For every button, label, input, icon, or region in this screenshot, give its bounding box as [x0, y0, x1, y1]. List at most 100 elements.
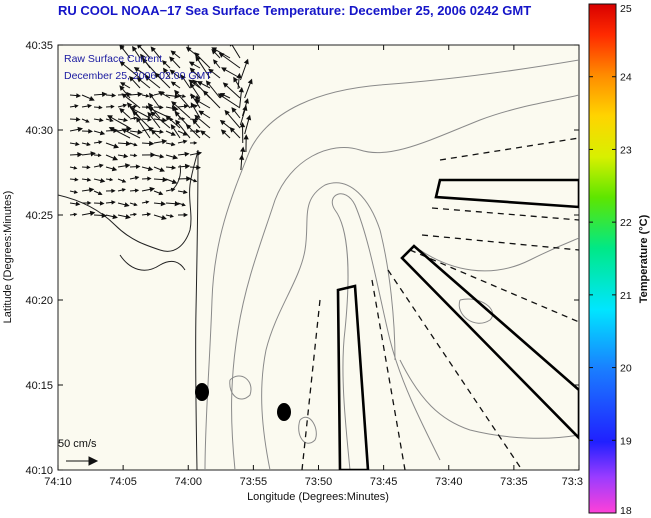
- current-vector-head: [160, 201, 166, 207]
- current-vector-head: [98, 105, 103, 110]
- current-vector-head: [107, 115, 113, 121]
- current-vector-head: [77, 151, 83, 158]
- current-vector-head: [73, 212, 78, 217]
- current-vector-head: [196, 81, 203, 86]
- current-vector-head: [193, 178, 198, 183]
- current-vector-head: [190, 93, 196, 100]
- current-vector-head: [135, 164, 141, 169]
- current-vector-head: [133, 142, 138, 147]
- current-vector-head: [119, 61, 126, 67]
- current-vector-head: [181, 202, 186, 207]
- current-vector-head: [170, 131, 176, 136]
- current-vector-head: [205, 80, 212, 86]
- current-vector-head: [147, 107, 154, 112]
- current-vector-head: [184, 151, 190, 157]
- current-vector-head: [111, 93, 117, 98]
- current-vector-head: [73, 190, 79, 194]
- current-vector-head: [147, 176, 152, 181]
- current-vector-head: [224, 109, 230, 116]
- current-vector-head: [85, 119, 90, 123]
- current-vector-head: [133, 116, 138, 121]
- current-vector-head: [169, 214, 174, 218]
- x-tick-label: 74:00: [174, 476, 202, 488]
- surface-current-vectors: [69, 45, 253, 220]
- current-vector-head: [74, 177, 79, 182]
- current-vector-head: [121, 178, 127, 183]
- current-vector-head: [189, 82, 195, 89]
- current-vector-head: [109, 177, 114, 182]
- current-vector-head: [123, 153, 129, 159]
- current-vector-head: [233, 76, 239, 83]
- current-vector-head: [170, 81, 177, 87]
- colorbar-tick-label: 24: [620, 72, 632, 84]
- current-vector-head: [101, 212, 107, 219]
- current-vector-head: [111, 200, 116, 205]
- colorbar-tick-label: 19: [620, 435, 632, 447]
- current-vector-head: [188, 79, 195, 85]
- current-vector-head: [218, 52, 225, 58]
- current-vector-head: [99, 201, 105, 206]
- current-vector-head: [170, 141, 176, 147]
- current-vector-head: [150, 111, 156, 117]
- coastline: [58, 149, 199, 470]
- current-vector-head: [170, 124, 176, 130]
- current-vector-head: [229, 127, 236, 133]
- current-vector-head: [194, 99, 201, 105]
- x-tick-label: 73:45: [370, 476, 398, 488]
- current-vector-head: [193, 141, 198, 145]
- current-vector-head: [174, 89, 180, 96]
- colorbar-tick-label: 22: [620, 217, 632, 229]
- current-vector-head: [75, 117, 81, 122]
- buoy-marker: [195, 383, 209, 401]
- current-vector-head: [243, 98, 249, 104]
- current-vector-head: [213, 59, 218, 65]
- current-vector-head: [198, 110, 205, 116]
- current-vector-head: [238, 154, 245, 160]
- current-vector-head: [246, 114, 252, 121]
- x-tick-label: 74:05: [109, 476, 137, 488]
- colorbar-tick-label: 23: [620, 144, 632, 156]
- current-vector: [218, 93, 241, 109]
- colorbar-tick-label: 25: [620, 3, 632, 15]
- current-vector-head: [73, 166, 78, 170]
- current-vector-head: [146, 105, 150, 110]
- current-vector-head: [129, 76, 135, 82]
- current-vector-head: [202, 90, 209, 96]
- current-vector-head: [169, 69, 176, 75]
- current-vector-head: [119, 85, 125, 91]
- buoy-marker: [277, 403, 291, 421]
- current-vector-head: [74, 104, 79, 109]
- y-axis-ticks: 40:35 40:30 40:25 40:20 40:15 40:10: [25, 40, 579, 477]
- current-vector-head: [183, 189, 188, 195]
- current-vector-head: [146, 212, 152, 217]
- current-vector-head: [121, 93, 128, 99]
- current-vector-head: [86, 142, 91, 147]
- x-axis-ticks: 74:10 74:05 74:00 73:55 73:50 73:45 73:40 73:35…: [44, 45, 583, 488]
- current-vector-head: [98, 140, 103, 145]
- current-vector-head: [142, 58, 148, 64]
- current-vector-head: [192, 119, 198, 125]
- y-tick-label: 40:10: [25, 465, 53, 477]
- current-vector-head: [111, 188, 116, 194]
- current-vector-head: [133, 104, 138, 109]
- current-vector-head: [161, 117, 168, 123]
- current-vector-head: [171, 101, 177, 107]
- current-vector-head: [133, 202, 138, 207]
- current-vector-head: [86, 177, 92, 182]
- current-vector-head: [147, 117, 152, 122]
- current-vector-head: [183, 212, 189, 218]
- current-vector-head: [169, 56, 175, 62]
- current-vector-head: [124, 202, 130, 208]
- current-vector-head: [149, 186, 156, 193]
- current-vector: [219, 52, 241, 69]
- current-vector-head: [147, 111, 153, 118]
- current-vector-head: [247, 78, 253, 85]
- current-vector-head: [87, 200, 92, 206]
- current-vector-head: [121, 188, 126, 192]
- current-vector-head: [99, 117, 104, 123]
- current-vector-head: [243, 58, 249, 65]
- x-tick-label: 74:10: [44, 476, 72, 488]
- current-vector-head: [109, 118, 114, 122]
- current-vector-head: [196, 165, 201, 170]
- current-vector: [195, 56, 211, 79]
